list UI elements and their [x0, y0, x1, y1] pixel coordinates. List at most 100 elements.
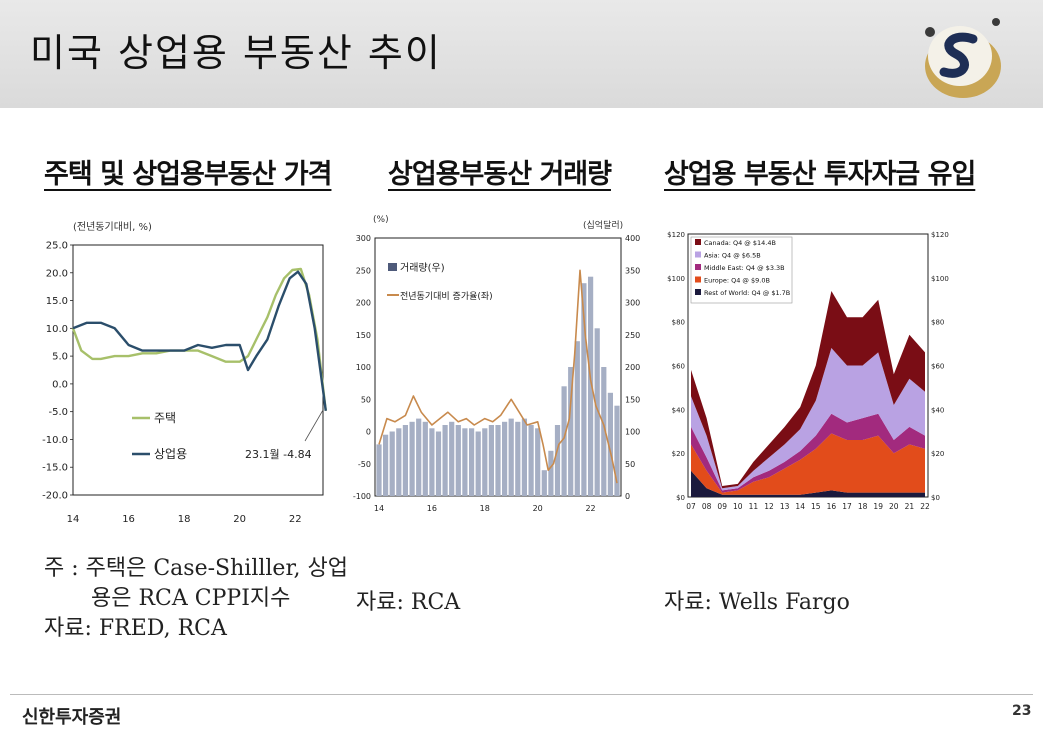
x-tick-label: 22	[289, 514, 302, 525]
volume-bar	[422, 421, 428, 496]
y-left-tick-label: 300	[356, 234, 371, 243]
source-prices: 자료: FRED, RCA	[44, 616, 227, 641]
y-right-tick-label: 250	[625, 331, 640, 340]
area-series-4	[691, 291, 925, 489]
y-left-tick-label: $120	[667, 231, 685, 239]
y-right-tick-label: 350	[625, 266, 640, 275]
volume-bar	[389, 431, 395, 496]
chart-title-volume: 상업용부동산 거래량	[388, 159, 612, 190]
legend: Canada: Q4 @ $14.4B Asia: Q4 @ $6.5B Middl…	[690, 236, 793, 304]
y-right-axis-label: (십억달러)	[583, 219, 623, 231]
series-line-commercial	[72, 270, 327, 411]
y-right-tick-label: 200	[625, 363, 640, 372]
legend-label: Middle East: Q4 @ $3.3B	[704, 264, 785, 272]
chart-annotation: 23.1월 -4.84	[245, 448, 312, 461]
volume-bar	[396, 428, 402, 496]
x-tick-label: 18	[858, 502, 868, 511]
series-line-housing	[71, 267, 327, 411]
legend-swatch	[695, 251, 701, 258]
y-left-tick-label: 0	[366, 428, 371, 437]
volume-bar	[614, 405, 620, 496]
y-right-tick-label: 0	[625, 492, 630, 501]
x-tick-label: 22	[920, 502, 930, 511]
legend-label: Rest of World: Q4 @ $1.7B	[704, 289, 790, 297]
legend-label-housing: 주택	[154, 411, 176, 425]
x-tick-label: 20	[233, 514, 246, 525]
volume-bar	[548, 450, 554, 496]
x-tick-label: 15	[811, 502, 821, 511]
volume-bar	[521, 418, 527, 496]
legend-label: Europe: Q4 @ $9.0B	[704, 277, 770, 285]
volume-bar	[475, 431, 481, 496]
volume-bar	[588, 276, 594, 496]
volume-bar	[383, 434, 389, 496]
volume-bar	[376, 444, 382, 496]
volume-bar	[594, 328, 600, 496]
volume-bar	[607, 392, 613, 496]
volume-bar	[515, 421, 521, 496]
source-volume: 자료: RCA	[356, 590, 461, 615]
volume-bar	[528, 425, 534, 496]
y-tick-label: -15.0	[42, 463, 68, 474]
x-tick-label: 19	[873, 502, 883, 511]
y-left-tick-label: 200	[356, 299, 371, 308]
y-left-axis-label: (%)	[373, 215, 389, 225]
legend-swatch	[695, 264, 701, 270]
inflow-chart: $120 $100 $80 $60 $40 $20 $0 $120 $100 $80 $60 $40…	[667, 231, 949, 511]
x-tick-label: 14	[67, 514, 80, 525]
x-tick-label: 18	[178, 514, 191, 525]
volume-bar	[482, 428, 488, 496]
y-right-tick-label: $100	[931, 275, 949, 283]
legend-label: Canada: Q4 @ $14.4B	[704, 239, 776, 247]
area-series-0	[691, 470, 925, 497]
y-tick-label: 10.0	[46, 324, 68, 335]
x-tick-label: 17	[842, 502, 852, 511]
x-tick-label: 16	[427, 504, 437, 513]
x-tick-label: 21	[905, 502, 915, 511]
volume-bar	[574, 341, 580, 496]
x-tick-label: 14	[795, 502, 805, 511]
y-left-tick-label: $20	[672, 450, 685, 458]
x-tick-label: 10	[733, 502, 743, 511]
y-left-tick-label: 100	[356, 363, 371, 372]
x-tick-label: 08	[702, 502, 712, 511]
y-right-tick-label: $0	[931, 494, 940, 502]
y-tick-label: 5.0	[52, 352, 68, 363]
footer-brand: 신한투자증권	[22, 707, 122, 728]
y-tick-label: 25.0	[46, 241, 68, 252]
x-tick-label: 07	[686, 502, 696, 511]
volume-bar	[495, 425, 501, 496]
volume-bar	[488, 425, 494, 496]
volume-bar	[502, 421, 508, 496]
page-number: 23	[1012, 703, 1032, 719]
y-tick-label: 0.0	[52, 379, 68, 390]
y-right-tick-label: $20	[931, 450, 944, 458]
y-left-tick-label: -50	[358, 460, 371, 469]
y-left-tick-label: $100	[667, 275, 685, 283]
y-right-tick-label: 100	[625, 428, 640, 437]
x-tick-label: 11	[749, 502, 759, 511]
y-right-tick-label: $80	[931, 319, 944, 327]
y-tick-label: -10.0	[42, 435, 68, 446]
volume-bar	[469, 428, 475, 496]
x-tick-label: 12	[764, 502, 774, 511]
source-inflows: 자료: Wells Fargo	[664, 590, 850, 615]
volume-bar	[402, 425, 408, 496]
legend: 거래량(우) 전년동기대비 증가율(좌)	[387, 262, 493, 302]
legend-label-volume: 거래량(우)	[400, 262, 445, 274]
x-tick-label: 09	[717, 502, 727, 511]
volume-bar	[435, 431, 442, 496]
y-right-tick-label: 150	[625, 395, 640, 404]
y-left-tick-label: -100	[353, 492, 371, 501]
area-series-2	[691, 413, 925, 493]
y-left-tick-label: $60	[672, 363, 685, 371]
volume-bar	[508, 418, 514, 496]
legend-swatch	[695, 289, 701, 295]
y-right-tick-label: 300	[625, 299, 640, 308]
y-right-tick-label: $40	[931, 406, 944, 414]
note-line-2: 용은 RCA CPPI지수	[91, 586, 291, 611]
x-tick-label: 22	[585, 504, 595, 513]
legend-label-yoy: 전년동기대비 증가율(좌)	[400, 291, 493, 302]
volume-bar	[601, 367, 607, 496]
